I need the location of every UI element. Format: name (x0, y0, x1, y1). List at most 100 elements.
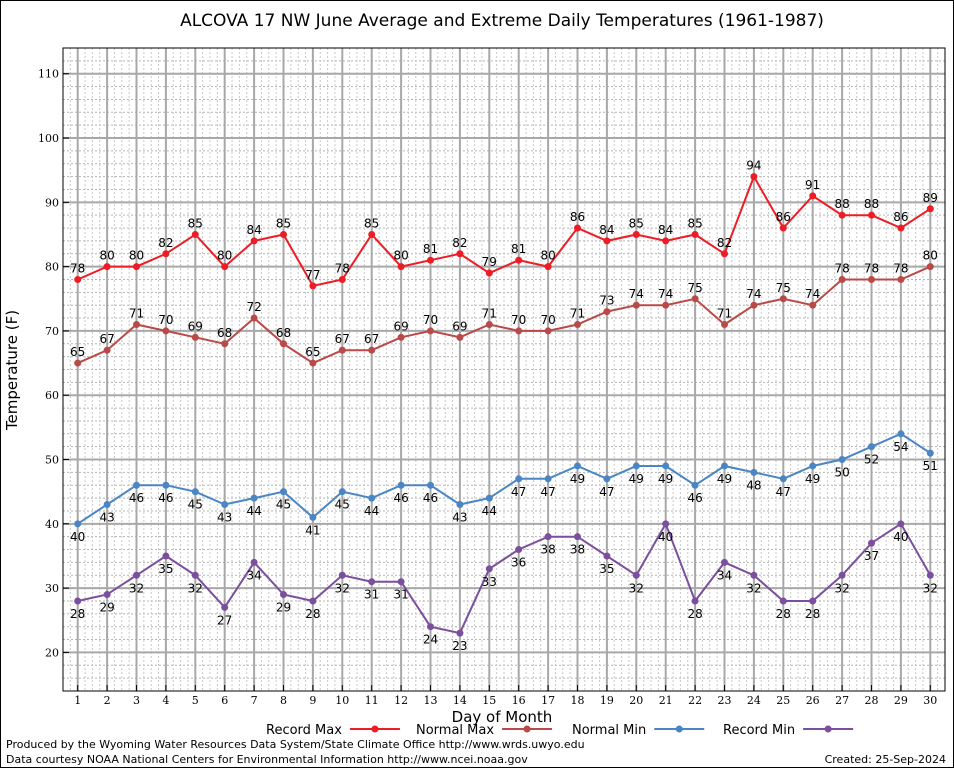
data-point-record-max (485, 269, 493, 277)
data-point-normal-max (750, 301, 758, 309)
data-point-record-max (779, 224, 787, 232)
y-tick-label: 60 (45, 389, 59, 402)
legend-label-record-max: Record Max (266, 723, 342, 738)
data-point-record-min (427, 623, 434, 631)
data-point-normal-min (250, 494, 258, 502)
data-point-record-max (309, 282, 317, 290)
data-label-record-max: 80 (393, 249, 408, 263)
data-point-record-min (809, 597, 817, 605)
data-point-normal-max (603, 308, 611, 316)
data-label-normal-max: 71 (570, 306, 585, 320)
legend-marker-record-max (371, 725, 379, 733)
data-point-record-max (397, 263, 405, 271)
data-point-record-max (280, 230, 287, 238)
x-axis-label: Day of Month (452, 708, 553, 726)
legend-label-record-min: Record Min (723, 723, 795, 738)
series-line-record-min (77, 521, 932, 635)
data-label-normal-min: 46 (129, 491, 144, 505)
data-label-normal-max: 78 (893, 261, 908, 275)
data-label-record-max: 85 (687, 216, 702, 230)
data-point-record-max (544, 263, 552, 271)
data-point-record-max (427, 256, 434, 264)
data-label-normal-max: 68 (276, 326, 291, 340)
x-tick-label: 3 (133, 694, 140, 707)
data-point-record-max (868, 211, 875, 219)
data-label-record-max: 88 (834, 197, 849, 211)
x-tick-label: 6 (221, 694, 228, 707)
data-point-record-max (162, 250, 170, 258)
x-tick-label: 30 (923, 694, 937, 707)
series-line-normal-max (77, 265, 931, 365)
data-label-normal-max: 67 (335, 332, 350, 346)
data-label-record-max: 86 (893, 210, 908, 224)
data-point-record-max (103, 263, 111, 271)
data-point-record-min (721, 558, 728, 566)
data-point-record-min (897, 520, 905, 528)
data-point-normal-min (926, 449, 934, 457)
y-tick-label: 100 (38, 132, 59, 145)
x-tick-label: 21 (659, 694, 673, 707)
data-label-record-max: 86 (570, 210, 585, 224)
data-label-normal-min: 49 (629, 472, 644, 486)
data-point-normal-max (309, 359, 317, 367)
data-point-normal-min (280, 488, 287, 496)
data-point-normal-max (809, 301, 817, 309)
data-point-normal-min (632, 462, 640, 470)
data-point-record-max (926, 205, 934, 213)
data-label-record-max: 85 (629, 216, 644, 230)
data-label-normal-max: 78 (834, 261, 849, 275)
data-point-record-min (133, 571, 140, 579)
data-label-record-min: 32 (923, 581, 938, 595)
data-label-record-max: 80 (540, 249, 555, 263)
data-label-record-max: 84 (658, 223, 673, 237)
data-point-normal-max (250, 314, 258, 322)
data-label-record-max: 94 (746, 159, 761, 173)
data-point-normal-min (868, 443, 875, 451)
y-tick-label: 50 (45, 454, 59, 467)
x-tick-label: 15 (482, 694, 496, 707)
x-tick-label: 11 (365, 694, 379, 707)
x-tick-label: 17 (541, 694, 555, 707)
x-tick-label: 19 (600, 694, 614, 707)
data-point-record-max (456, 250, 464, 258)
data-point-record-min (309, 597, 317, 605)
data-label-normal-min: 48 (746, 478, 761, 492)
x-tick-label: 8 (280, 694, 287, 707)
data-label-normal-max: 73 (599, 294, 614, 308)
data-point-record-min (103, 591, 111, 599)
data-label-record-min: 38 (540, 543, 555, 557)
plot-border (62, 47, 946, 692)
data-point-record-max (74, 275, 82, 283)
y-tick-label: 90 (45, 196, 59, 209)
data-point-record-min (662, 520, 670, 528)
data-point-record-max (191, 230, 199, 238)
data-label-record-max: 81 (511, 242, 526, 256)
y-axis-label: Temperature (F) (3, 310, 21, 431)
data-label-normal-min: 44 (482, 504, 497, 518)
data-label-normal-max: 70 (158, 313, 173, 327)
data-point-record-min (838, 571, 846, 579)
data-label-normal-max: 70 (511, 313, 526, 327)
x-tick-label: 1 (74, 694, 81, 707)
y-tick-label: 110 (38, 68, 59, 81)
data-label-normal-min: 50 (834, 466, 849, 480)
data-point-normal-min (515, 475, 523, 483)
data-point-normal-min (485, 494, 493, 502)
data-point-record-min (485, 565, 493, 573)
data-point-normal-min (103, 501, 111, 509)
x-tick-label: 27 (835, 694, 849, 707)
data-label-normal-min: 49 (805, 472, 820, 486)
data-label-normal-max: 74 (629, 287, 644, 301)
data-label-record-max: 84 (246, 223, 261, 237)
data-point-normal-min (691, 481, 699, 489)
data-point-record-max (691, 230, 699, 238)
data-label-record-max: 78 (70, 261, 85, 275)
data-point-record-min (779, 597, 787, 605)
data-point-record-max (897, 224, 905, 232)
data-label-normal-min: 40 (70, 530, 85, 544)
data-label-normal-max: 75 (776, 281, 791, 295)
data-point-record-max (662, 237, 670, 245)
data-point-record-min (162, 552, 170, 560)
data-point-normal-max (544, 327, 552, 335)
data-label-normal-min: 46 (687, 491, 702, 505)
